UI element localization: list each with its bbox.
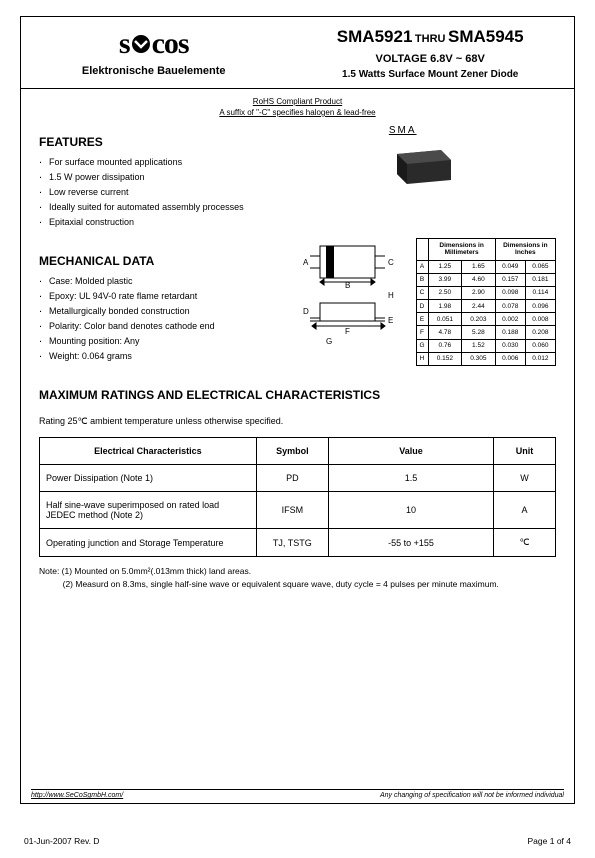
- feature-item: Ideally suited for automated assembly pr…: [39, 202, 339, 212]
- mech-item: Epoxy: UL 94V-0 rate flame retardant: [39, 291, 298, 301]
- col-symbol: Symbol: [256, 438, 328, 465]
- note-2: (2) Measurd on 8.3ms, single half-sine w…: [39, 578, 556, 591]
- elec-row: Power Dissipation (Note 1) PD 1.5 W: [40, 465, 556, 492]
- mech-item: Case: Molded plastic: [39, 276, 298, 286]
- mech-left: MECHANICAL DATA Case: Molded plastic Epo…: [39, 238, 298, 366]
- col-unit: Unit: [494, 438, 556, 465]
- dim-row: E0.0510.2030.0020.008: [416, 313, 556, 326]
- features-title: FEATURES: [39, 135, 339, 149]
- subtitle-line: 1.5 Watts Surface Mount Zener Diode: [290, 69, 570, 80]
- company-subtitle: Elektronische Bauelemente: [25, 65, 282, 77]
- mechanical-list: Case: Molded plastic Epoxy: UL 94V-0 rat…: [39, 276, 298, 361]
- feature-item: Low reverse current: [39, 187, 339, 197]
- rohs-box: RoHS Compliant Product A suffix of "-C" …: [132, 97, 464, 117]
- company-logo: s cos: [25, 27, 282, 63]
- mechanical-section: MECHANICAL DATA Case: Molded plastic Epo…: [21, 238, 574, 366]
- footer-disclaimer: Any changing of specification will not b…: [380, 792, 564, 799]
- dim-head-in: Dimensions in Inches: [495, 239, 555, 261]
- dim-row: G0.761.520.0300.060: [416, 339, 556, 352]
- header-left: s cos Elektronische Bauelemente: [21, 17, 286, 88]
- footer-date: 01-Jun-2007 Rev. D: [24, 836, 99, 846]
- feature-item: Epitaxial construction: [39, 217, 339, 227]
- features-right: SMA: [339, 119, 556, 232]
- col-value: Value: [328, 438, 493, 465]
- part-to: SMA5945: [448, 27, 524, 46]
- page-frame: s cos Elektronische Bauelemente SMA5921 …: [20, 16, 575, 804]
- elec-row: Operating junction and Storage Temperatu…: [40, 529, 556, 557]
- rohs-line2: A suffix of "-C" specifies halogen & lea…: [132, 108, 464, 117]
- sma-label: SMA: [389, 125, 556, 136]
- footer-page: Page 1 of 4: [528, 836, 571, 846]
- note-1: Note: (1) Mounted on 5.0mm²(.013mm thick…: [39, 565, 556, 578]
- svg-text:C: C: [388, 258, 394, 267]
- inner-footer: http://www.SeCoSgmbH.com/ Any changing o…: [31, 789, 564, 799]
- svg-text:H: H: [388, 291, 394, 300]
- dimensions-table: Dimensions in MillimetersDimensions in I…: [416, 238, 557, 366]
- elec-row: Half sine-wave superimposed on rated loa…: [40, 492, 556, 529]
- features-section: FEATURES For surface mounted application…: [21, 119, 574, 232]
- outer-footer: 01-Jun-2007 Rev. D Page 1 of 4: [24, 836, 571, 846]
- svg-text:G: G: [326, 337, 332, 346]
- svg-text:A: A: [303, 258, 309, 267]
- mechanical-title: MECHANICAL DATA: [39, 254, 298, 268]
- dim-row: H0.1520.3050.0060.012: [416, 352, 556, 365]
- dim-row: F4.785.280.1880.208: [416, 326, 556, 339]
- mech-item: Polarity: Color band denotes cathode end: [39, 321, 298, 331]
- svg-text:F: F: [345, 327, 350, 336]
- dim-row: C2.502.900.0980.114: [416, 286, 556, 299]
- dim-row: D1.982.440.0780.096: [416, 300, 556, 313]
- footer-url[interactable]: http://www.SeCoSgmbH.com/: [31, 792, 123, 799]
- mech-item: Weight: 0.064 grams: [39, 351, 298, 361]
- rohs-line1: RoHS Compliant Product: [132, 97, 464, 106]
- voltage-line: VOLTAGE 6.8V ~ 68V: [290, 53, 570, 65]
- mech-right: A C B D H E F G Dimensions in Millimeter…: [298, 238, 557, 366]
- svg-text:E: E: [388, 316, 393, 325]
- col-char: Electrical Characteristics: [40, 438, 257, 465]
- feature-item: 1.5 W power dissipation: [39, 172, 339, 182]
- max-ratings-section: MAXIMUM RATINGS AND ELECTRICAL CHARACTER…: [21, 388, 574, 591]
- mech-item: Mounting position: Any: [39, 336, 298, 346]
- rating-condition: Rating 25℃ ambient temperature unless ot…: [39, 416, 556, 427]
- part-from: SMA5921: [337, 27, 413, 46]
- notes: Note: (1) Mounted on 5.0mm²(.013mm thick…: [39, 565, 556, 591]
- features-left: FEATURES For surface mounted application…: [39, 119, 339, 232]
- feature-item: For surface mounted applications: [39, 157, 339, 167]
- header-right: SMA5921 THRU SMA5945 VOLTAGE 6.8V ~ 68V …: [286, 17, 574, 88]
- dim-row: A1.251.650.0490.065: [416, 260, 556, 273]
- electrical-table: Electrical Characteristics Symbol Value …: [39, 437, 556, 557]
- svg-text:D: D: [303, 307, 309, 316]
- thru-text: THRU: [415, 33, 446, 45]
- package-outline-icon: A C B D H E F G: [298, 238, 408, 348]
- dim-head-mm: Dimensions in Millimeters: [428, 239, 495, 261]
- part-range: SMA5921 THRU SMA5945: [290, 27, 570, 47]
- mech-item: Metallurgically bonded construction: [39, 306, 298, 316]
- max-ratings-title: MAXIMUM RATINGS AND ELECTRICAL CHARACTER…: [39, 388, 556, 402]
- header: s cos Elektronische Bauelemente SMA5921 …: [21, 17, 574, 89]
- chip-icon: [389, 146, 556, 188]
- features-list: For surface mounted applications 1.5 W p…: [39, 157, 339, 227]
- dim-row: B3.994.600.1570.181: [416, 273, 556, 286]
